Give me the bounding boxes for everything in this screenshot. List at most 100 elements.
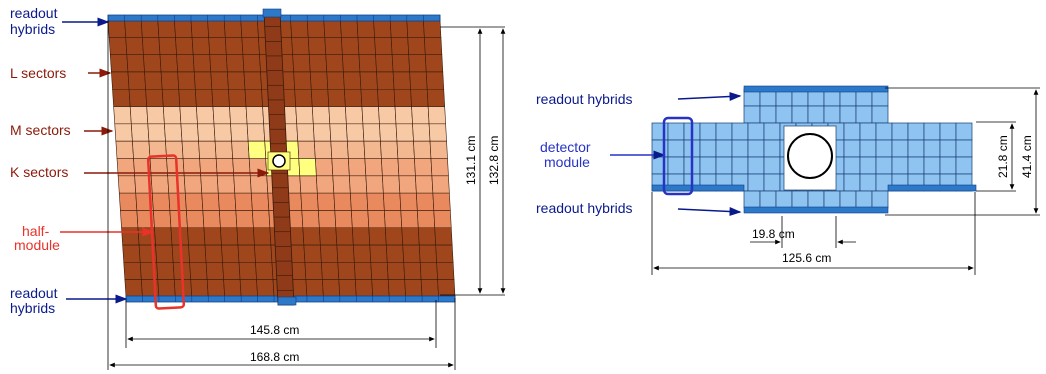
sector-cell <box>239 279 258 298</box>
k-sector-cell <box>247 140 267 159</box>
sector-cell <box>132 140 151 159</box>
sector-cell <box>174 19 193 38</box>
sector-cell <box>293 71 312 90</box>
detector-cell <box>807 105 825 124</box>
sector-cell <box>299 175 318 194</box>
half-module-label-1: half- <box>22 223 50 239</box>
sector-cell <box>325 54 344 73</box>
sector-cell <box>371 279 390 298</box>
sector-cell <box>303 244 322 263</box>
sector-cell <box>301 210 320 229</box>
dim-19-8: 19.8 cm <box>752 227 795 241</box>
sector-cell <box>363 140 382 159</box>
sector-cell <box>367 210 386 229</box>
detector-module-label-2: module <box>544 154 590 170</box>
detector-cell <box>715 122 733 141</box>
sector-cell <box>122 244 141 263</box>
detector-cell <box>843 173 861 192</box>
sector-cell <box>358 54 377 73</box>
sector-cell <box>353 244 372 263</box>
sector-cell <box>423 19 442 38</box>
sector-cell <box>208 37 227 55</box>
sector-cell <box>408 54 427 73</box>
sector-cell <box>434 227 453 246</box>
detector-cell <box>763 156 781 175</box>
sector-cell <box>336 244 355 263</box>
sector-cell <box>114 123 133 142</box>
sector-cell <box>225 54 245 73</box>
detector-cell <box>743 190 761 209</box>
detector-cell <box>855 190 873 209</box>
arrow-readout-bottom-right <box>677 206 742 216</box>
sector-cell <box>424 37 443 55</box>
sector-cell <box>346 123 365 142</box>
detector-cell <box>939 139 957 158</box>
sector-cell <box>414 158 433 177</box>
sector-cell <box>312 123 332 142</box>
sector-cell <box>427 106 446 125</box>
detector-cell <box>955 122 973 141</box>
sector-cell <box>205 262 224 280</box>
center-hybrid-bottom <box>277 296 297 306</box>
detector-cell <box>747 122 765 141</box>
detector-cell <box>871 105 889 124</box>
sector-cell <box>308 54 328 73</box>
sector-cell <box>140 19 160 38</box>
sector-cell <box>313 140 333 159</box>
dim-145-8: 145.8 cm <box>250 323 299 337</box>
sector-cell <box>352 227 371 246</box>
sector-cell <box>124 279 143 298</box>
detector-cell <box>859 139 877 158</box>
sector-cell <box>223 19 243 38</box>
detector-cell <box>791 105 809 124</box>
sector-cell <box>431 175 450 194</box>
sector-cell <box>153 210 172 229</box>
sector-cell <box>244 88 263 107</box>
sector-cell <box>120 210 139 229</box>
detector-cell <box>715 139 733 158</box>
sector-cell <box>234 192 253 211</box>
sector-cell <box>194 88 214 107</box>
sector-cell <box>290 19 309 38</box>
detector-cell <box>731 156 749 175</box>
sector-cell <box>319 227 338 246</box>
detector-cell <box>747 139 765 158</box>
sector-cell <box>432 192 451 211</box>
detector-cell <box>731 139 749 158</box>
sector-cell <box>115 140 134 159</box>
sector-cell <box>416 192 435 211</box>
sector-cell <box>349 175 368 194</box>
detector-cell <box>667 156 685 175</box>
k-sector-cell <box>298 158 317 177</box>
sector-cell <box>203 227 222 246</box>
sector-cell <box>162 106 182 125</box>
sector-cell <box>437 279 456 298</box>
sector-cell <box>345 106 364 125</box>
sector-cell <box>108 37 128 55</box>
sector-cell <box>144 71 163 90</box>
sector-cell <box>342 54 361 73</box>
sector-cell <box>362 123 381 142</box>
sector-cell <box>112 88 131 107</box>
sector-cell <box>356 19 375 38</box>
sector-cell <box>374 37 393 55</box>
sector-cell <box>395 123 414 142</box>
sector-cell <box>385 244 405 263</box>
detector-cell <box>763 173 781 192</box>
detector-cell <box>939 122 957 141</box>
sector-cell <box>318 210 337 229</box>
sector-cell <box>156 262 175 280</box>
sector-cell <box>302 227 321 246</box>
sector-cell <box>409 71 428 90</box>
sector-cell <box>384 227 404 246</box>
detector-cell <box>923 156 941 175</box>
sector-cell <box>224 37 244 55</box>
sector-cell <box>307 37 327 55</box>
half-module-box <box>146 154 186 310</box>
sector-cell <box>143 54 162 73</box>
sector-cell <box>306 19 326 38</box>
sector-cell <box>333 192 352 211</box>
sector-cell <box>147 123 166 142</box>
sector-cell <box>419 262 438 280</box>
